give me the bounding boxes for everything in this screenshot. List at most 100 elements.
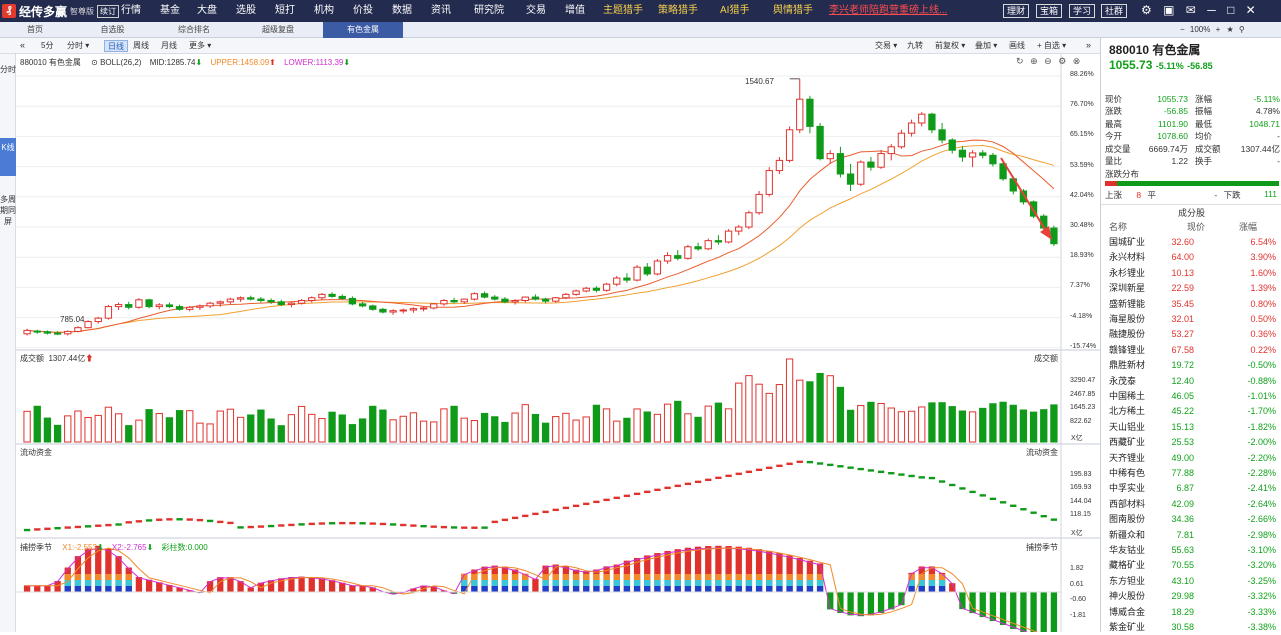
quote-value: - <box>1277 130 1280 142</box>
menu-item-12[interactable]: 主题猎手 <box>603 0 643 22</box>
tool-button-2[interactable]: 前复权 ▾ <box>932 40 968 52</box>
period-button-0[interactable]: 5分 <box>38 40 56 52</box>
zoom-in-button[interactable]: + <box>1216 25 1221 34</box>
menu-item-9[interactable]: 研究院 <box>474 0 504 22</box>
tab-1[interactable]: 自选股 <box>70 22 155 38</box>
season-cap-orange <box>85 574 91 580</box>
zoom-out-button[interactable]: − <box>1180 25 1185 34</box>
dist-counts: 上涨 8 平 - 下跌 111 <box>1105 189 1279 201</box>
menu-item-2[interactable]: 大盘 <box>197 0 217 22</box>
close-panel-icon[interactable]: ⊗ <box>1073 56 1081 66</box>
period-button-1[interactable]: 分时 ▾ <box>64 40 92 52</box>
top-button-2[interactable]: 学习 <box>1069 4 1095 18</box>
period-button-3[interactable]: 周线 <box>130 40 152 52</box>
back-icon[interactable]: « <box>20 40 25 50</box>
left-tab-1[interactable]: K线 <box>0 138 16 176</box>
menu-item-14[interactable]: AI猎手 <box>720 0 749 22</box>
menu-item-1[interactable]: 基金 <box>160 0 180 22</box>
volume-header: 成交额 1307.44亿⬆ <box>20 353 93 364</box>
stock-change: 6.54% <box>1250 235 1276 250</box>
menu-item-4[interactable]: 短打 <box>275 0 295 22</box>
maximize-icon[interactable]: □ <box>1227 3 1234 17</box>
renew-badge[interactable]: 续订 <box>97 5 119 18</box>
volume-unit: X亿 <box>1071 433 1083 443</box>
menu-item-10[interactable]: 交易 <box>526 0 546 22</box>
period-button-5[interactable]: 更多 ▾ <box>186 40 214 52</box>
gear-icon[interactable]: ⚙ <box>1141 3 1152 17</box>
remove-icon[interactable]: ⊖ <box>1044 56 1052 66</box>
period-button-4[interactable]: 月线 <box>158 40 180 52</box>
menu-item-0[interactable]: 行情 <box>121 0 141 22</box>
close-icon[interactable]: ✕ <box>1246 3 1256 17</box>
minimize-icon[interactable]: ─ <box>1207 3 1216 17</box>
menu-item-7[interactable]: 数据 <box>392 0 412 22</box>
top-button-1[interactable]: 宝箱 <box>1036 4 1062 18</box>
left-tab-0[interactable]: 分时 <box>0 60 16 90</box>
tab-4[interactable]: 有色金属 <box>323 22 403 38</box>
top-button-3[interactable]: 社群 <box>1101 4 1127 18</box>
tab-0[interactable]: 首页 <box>0 22 70 38</box>
top-button-0[interactable]: 理财 <box>1003 4 1029 18</box>
settings-icon[interactable]: ⚙ <box>1058 56 1066 66</box>
tool-button-4[interactable]: 画线 <box>1006 40 1028 52</box>
candle-body <box>715 241 721 242</box>
skin-icon[interactable]: ▣ <box>1163 3 1174 17</box>
zoom-level: 100% <box>1190 25 1210 34</box>
tool-button-0[interactable]: 交易 ▾ <box>872 40 900 52</box>
kline-header: 880010 有色金属 ⊙ BOLL(26,2) MID:1285.74⬇ UP… <box>20 57 350 68</box>
left-tab-2[interactable]: 多周期同屏 <box>0 190 16 252</box>
tool-button-1[interactable]: 九转 <box>904 40 926 52</box>
menu-item-5[interactable]: 机构 <box>314 0 334 22</box>
period-button-2[interactable]: 日线 <box>104 40 128 52</box>
star-icon[interactable]: ★ <box>1227 25 1234 34</box>
flow-mark <box>451 526 457 528</box>
collapse-icon[interactable]: » <box>1086 40 1091 50</box>
pin-icon[interactable]: ⚲ <box>1239 25 1245 34</box>
menu-item-6[interactable]: 价投 <box>353 0 373 22</box>
menu-item-11[interactable]: 增值 <box>565 0 585 22</box>
menu-item-16[interactable]: 李兴老师陪跑营重磅上线... <box>829 0 947 22</box>
tab-2[interactable]: 综合排名 <box>155 22 233 38</box>
app-logo[interactable]: ₰ 经传多赢 智尊版 续订 <box>2 3 119 19</box>
tool-button-5[interactable]: + 自选 ▾ <box>1034 40 1069 52</box>
add-icon[interactable]: ⊕ <box>1030 56 1038 66</box>
menu-item-15[interactable]: 舆情猎手 <box>773 0 813 22</box>
mail-icon[interactable]: ✉ <box>1186 3 1196 17</box>
flow-mark <box>786 463 792 465</box>
indicator-name[interactable]: ⊙ BOLL(26,2) <box>91 58 141 67</box>
menu-item-13[interactable]: 策略猎手 <box>658 0 698 22</box>
tool-button-3[interactable]: 叠加 ▾ <box>972 40 1000 52</box>
refresh-icon[interactable]: ↻ <box>1016 56 1024 66</box>
tab-3[interactable]: 超级复盘 <box>233 22 323 38</box>
menu-item-3[interactable]: 选股 <box>236 0 256 22</box>
menu-item-8[interactable]: 资讯 <box>431 0 451 22</box>
volume-bars <box>24 359 1057 442</box>
